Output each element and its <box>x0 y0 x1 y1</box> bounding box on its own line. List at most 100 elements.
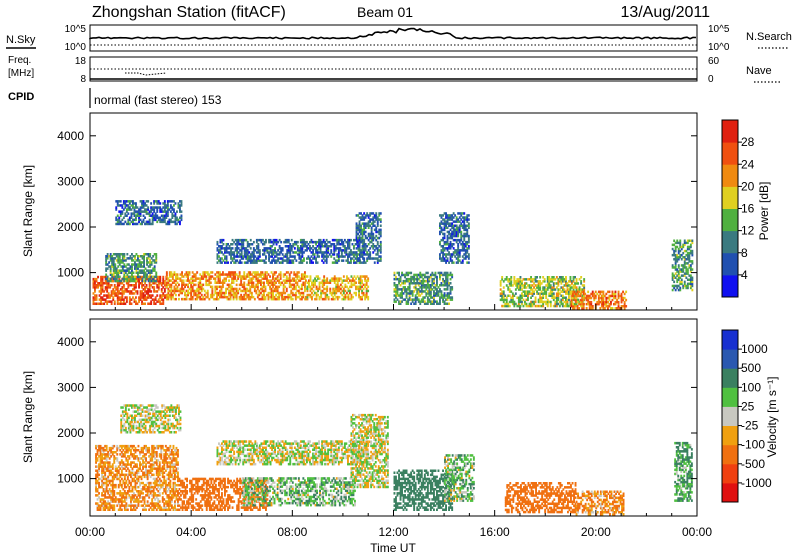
heatmap-cell <box>253 241 255 244</box>
heatmap-cell <box>159 276 161 279</box>
heatmap-cell <box>441 290 443 293</box>
heatmap-cell <box>451 274 453 277</box>
heatmap-cell <box>468 214 470 217</box>
heatmap-cell <box>156 294 158 297</box>
heatmap-cell <box>250 247 252 250</box>
heatmap-cell <box>175 202 177 205</box>
heatmap-cell <box>226 255 228 257</box>
heatmap-cell <box>98 482 100 485</box>
heatmap-cell <box>139 276 141 279</box>
y-tick-label: 1000 <box>57 266 84 280</box>
heatmap-cell <box>536 276 538 279</box>
heatmap-cell <box>377 241 379 244</box>
heatmap-cell <box>444 233 446 236</box>
heatmap-cell <box>294 247 296 250</box>
heatmap-cell <box>372 233 374 236</box>
heatmap-cell <box>159 202 161 205</box>
heatmap-cell <box>435 272 437 275</box>
heatmap-cell <box>227 261 229 264</box>
heatmap-cell <box>252 282 254 285</box>
heatmap-cell <box>679 287 681 290</box>
heatmap-cell <box>447 257 449 260</box>
heatmap-cell <box>176 210 178 213</box>
nave-tick-top: 60 <box>708 56 720 67</box>
heatmap-cell <box>369 251 371 254</box>
freq-tick-top: 18 <box>75 56 87 67</box>
heatmap-cell <box>367 277 369 280</box>
heatmap-cell <box>152 294 154 297</box>
heatmap-cell <box>144 217 146 220</box>
heatmap-cell <box>451 286 453 289</box>
heatmap-cell <box>183 279 185 282</box>
heatmap-cell <box>178 298 180 301</box>
freq-dip-trace <box>125 73 166 75</box>
heatmap-cell <box>380 225 382 228</box>
heatmap-cell <box>583 278 585 281</box>
heatmap-cell <box>136 280 138 283</box>
heatmap-cell <box>147 206 149 209</box>
heatmap-cell <box>274 247 276 250</box>
heatmap-cell <box>298 271 300 274</box>
heatmap-cell <box>307 275 309 278</box>
nsearch-tick-bottom: 10^0 <box>708 42 730 53</box>
heatmap-cell <box>612 307 614 310</box>
date-label: 13/Aug/2011 <box>620 4 710 21</box>
heatmap-cell <box>691 289 693 292</box>
freq-tick-bottom: 8 <box>80 74 86 85</box>
heatmap-cell <box>360 261 362 264</box>
heatmap-cell <box>254 298 256 301</box>
freq-label: Freq. <box>8 55 31 66</box>
heatmap-cell <box>297 241 299 244</box>
heatmap-cell <box>550 301 552 304</box>
heatmap-cell <box>342 259 344 262</box>
heatmap-cell <box>468 235 470 238</box>
heatmap-cell <box>135 202 137 205</box>
heatmap-cell <box>116 457 118 460</box>
heatmap-cell <box>232 247 234 250</box>
heatmap-cell <box>625 299 627 302</box>
heatmap-cell <box>380 229 382 232</box>
heatmap-cell <box>359 257 361 260</box>
heatmap-cell <box>618 291 620 294</box>
heatmap-cell <box>539 276 541 279</box>
heatmap-cell <box>126 253 128 256</box>
heatmap-cell <box>265 261 267 264</box>
heatmap-cell <box>228 279 230 282</box>
heatmap-cell <box>468 245 470 248</box>
heatmap-cell <box>380 241 382 244</box>
heatmap-cell <box>106 445 108 448</box>
heatmap-cell <box>367 286 369 289</box>
nsky-label: N.Sky <box>6 34 36 46</box>
heatmap-cell <box>510 276 512 279</box>
heatmap-cell <box>173 208 175 211</box>
heatmap-cell <box>97 276 99 279</box>
heatmap-cell <box>175 294 177 297</box>
heatmap-cell <box>251 292 253 295</box>
heatmap-cell <box>691 277 693 280</box>
heatmap-cell <box>679 240 681 243</box>
heatmap-cell <box>394 272 396 275</box>
nave-label: Nave <box>746 65 772 77</box>
heatmap-cell <box>127 509 129 512</box>
heatmap-cell <box>691 260 693 263</box>
heatmap-cell <box>303 257 305 260</box>
freq-unit-label: [MHz] <box>8 68 34 79</box>
heatmap-cell <box>587 291 589 294</box>
heatmap-cell <box>123 253 125 256</box>
heatmap-cell <box>436 276 438 279</box>
heatmap-cell <box>149 219 151 222</box>
nsearch-label: N.Search <box>746 31 792 43</box>
cpid-label: CPID <box>8 91 34 103</box>
heatmap-cell <box>239 271 241 274</box>
heatmap-cell <box>211 271 213 274</box>
heatmap-cell <box>691 268 693 271</box>
heatmap-cell <box>290 271 292 274</box>
cpid-text: normal (fast stereo) 153 <box>94 93 222 107</box>
velocity-heatmap <box>95 404 693 515</box>
heatmap-cell <box>312 261 314 264</box>
heatmap-cell <box>196 271 198 274</box>
heatmap-cell <box>150 290 152 293</box>
heatmap-cell <box>280 241 282 244</box>
heatmap-cell <box>175 298 177 301</box>
